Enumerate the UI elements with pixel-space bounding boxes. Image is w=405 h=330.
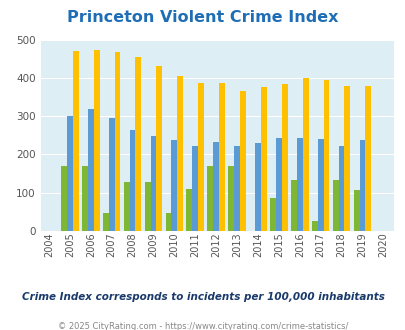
Bar bbox=[94, 50, 99, 231]
Bar bbox=[275, 138, 281, 231]
Bar bbox=[114, 52, 120, 231]
Bar bbox=[124, 182, 129, 231]
Bar bbox=[165, 214, 171, 231]
Bar bbox=[359, 140, 364, 231]
Text: © 2025 CityRating.com - https://www.cityrating.com/crime-statistics/: © 2025 CityRating.com - https://www.city… bbox=[58, 322, 347, 330]
Bar bbox=[344, 85, 350, 231]
Bar bbox=[171, 140, 177, 231]
Bar bbox=[192, 146, 198, 231]
Bar bbox=[290, 180, 296, 231]
Bar bbox=[135, 57, 141, 231]
Bar bbox=[302, 78, 308, 231]
Bar bbox=[150, 136, 156, 231]
Bar bbox=[144, 182, 150, 231]
Bar bbox=[61, 166, 67, 231]
Bar bbox=[67, 116, 72, 231]
Bar bbox=[102, 214, 109, 231]
Bar bbox=[72, 51, 79, 231]
Text: Princeton Violent Crime Index: Princeton Violent Crime Index bbox=[67, 10, 338, 25]
Bar bbox=[109, 118, 114, 231]
Text: Crime Index corresponds to incidents per 100,000 inhabitants: Crime Index corresponds to incidents per… bbox=[21, 292, 384, 302]
Bar bbox=[186, 189, 192, 231]
Bar bbox=[254, 143, 260, 231]
Bar bbox=[213, 142, 219, 231]
Bar bbox=[219, 83, 224, 231]
Bar bbox=[260, 87, 266, 231]
Bar bbox=[177, 76, 183, 231]
Bar bbox=[281, 84, 287, 231]
Bar bbox=[239, 90, 245, 231]
Bar bbox=[338, 146, 344, 231]
Bar bbox=[332, 180, 338, 231]
Bar bbox=[87, 109, 94, 231]
Bar bbox=[234, 146, 239, 231]
Bar bbox=[296, 138, 302, 231]
Bar bbox=[364, 86, 370, 231]
Bar bbox=[269, 198, 275, 231]
Bar bbox=[323, 80, 328, 231]
Bar bbox=[317, 139, 323, 231]
Bar bbox=[311, 221, 317, 231]
Bar bbox=[82, 166, 87, 231]
Bar bbox=[129, 130, 135, 231]
Bar bbox=[198, 83, 204, 231]
Bar bbox=[228, 166, 234, 231]
Bar bbox=[156, 66, 162, 231]
Bar bbox=[207, 166, 213, 231]
Bar bbox=[353, 190, 359, 231]
